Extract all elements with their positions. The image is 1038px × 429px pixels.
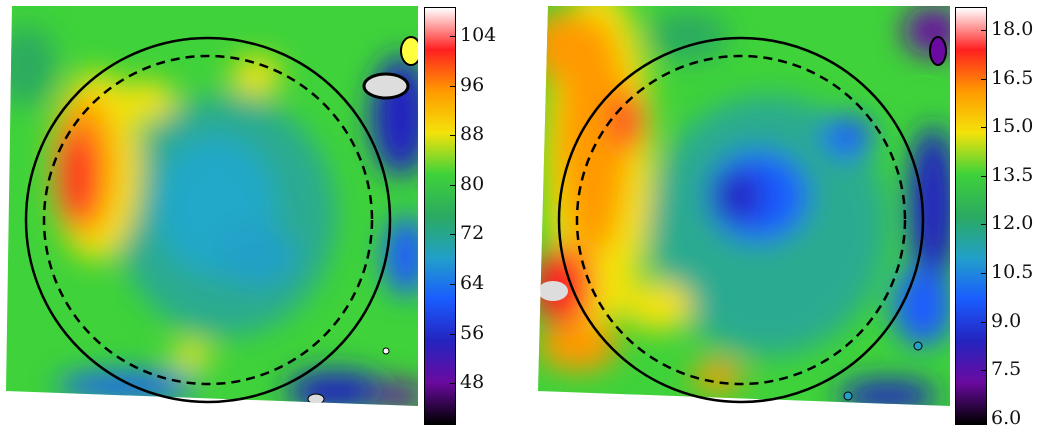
left-heatmap-image (6, 6, 418, 406)
colorbar-tick-label: 16.5 (991, 66, 1034, 89)
colorbar-tick-label: 96 (460, 73, 485, 96)
left-colorbar (424, 7, 456, 425)
colorbar-tick-label: 18.0 (991, 18, 1034, 40)
colorbar-tick-mark (450, 135, 456, 137)
colorbar-tick-label: 6.0 (991, 406, 1022, 429)
colorbar-tick-mark (450, 85, 456, 87)
colorbar-tick-mark (981, 78, 987, 80)
colorbar-tick-mark (981, 321, 987, 323)
colorbar-tick-mark (450, 184, 456, 186)
right-colorbar (955, 7, 987, 425)
colorbar-tick-mark (981, 127, 987, 129)
colorbar-tick-mark (981, 418, 987, 420)
colorbar-tick-label: 56 (460, 321, 485, 344)
colorbar-tick-label: 12.0 (991, 212, 1034, 235)
right-outer-circle (557, 36, 925, 404)
colorbar-tick-label: 80 (460, 172, 485, 195)
colorbar-tick-label: 104 (460, 24, 497, 46)
colorbar-tick-label: 48 (460, 371, 485, 394)
colorbar-tick-mark (450, 234, 456, 236)
colorbar-tick-mark (450, 333, 456, 335)
colorbar-tick-label: 9.0 (991, 309, 1022, 332)
colorbar-tick-mark (981, 175, 987, 177)
colorbar-tick-mark (981, 273, 987, 274)
colorbar-tick-label: 88 (460, 123, 485, 146)
colorbar-tick-label: 10.5 (991, 261, 1034, 283)
colorbar-tick-mark (981, 30, 987, 31)
colorbar-tick-label: 7.5 (991, 358, 1022, 381)
colorbar-tick-mark (450, 36, 456, 37)
colorbar-tick-label: 72 (460, 222, 485, 245)
colorbar-tick-label: 15.0 (991, 115, 1034, 138)
colorbar-tick-mark (450, 383, 456, 385)
colorbar-tick-mark (450, 284, 456, 285)
left-inner-dashed-circle (42, 54, 374, 386)
colorbar-tick-label: 13.5 (991, 163, 1034, 186)
right-inner-dashed-circle (575, 54, 907, 386)
right-heatmap-image (538, 6, 950, 406)
left-outer-circle (24, 36, 392, 404)
colorbar-tick-mark (981, 224, 987, 226)
colorbar-tick-label: 64 (460, 272, 485, 294)
colorbar-tick-mark (981, 370, 987, 372)
